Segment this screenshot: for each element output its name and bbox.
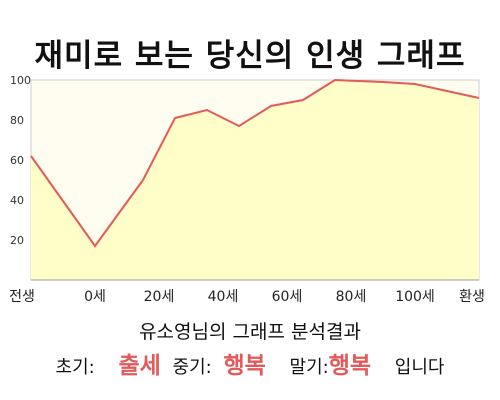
early-label: 초기: <box>55 357 95 378</box>
series-line <box>30 78 480 248</box>
y-tick-label: 20 <box>10 234 24 247</box>
early-value: 출세 <box>118 353 161 379</box>
x-tick-label: 60세 <box>272 289 303 305</box>
page-title: 재미로 보는 당신의 인생 그래프 <box>34 38 466 74</box>
y-tick-label: 80 <box>10 114 24 127</box>
x-tick-label: 100세 <box>395 289 435 305</box>
x-axis-ticks: 전생 0세 20세 40세 60세 80세 100세 환생 <box>9 289 485 305</box>
mid-label: 중기: <box>172 357 212 378</box>
late-value: 행복 <box>328 353 372 379</box>
x-tick-label: 전생 <box>9 289 35 305</box>
analysis-summary: 초기: 출세 중기: 행복 말기:행복 입니다 <box>0 346 500 380</box>
analysis-heading: 유소영님의 그래프 분석결과 <box>139 321 361 343</box>
x-tick-label: 80세 <box>336 289 367 305</box>
x-tick-label: 20세 <box>144 289 175 305</box>
x-tick-label: 환생 <box>459 289 485 305</box>
y-axis-ticks: 20 40 60 80 100 <box>10 74 31 247</box>
area-fill <box>31 80 479 280</box>
y-tick-label: 100 <box>10 74 31 87</box>
x-tick-label: 40세 <box>208 289 239 305</box>
mid-value: 행복 <box>223 353 266 379</box>
y-tick-label: 60 <box>10 154 24 167</box>
y-tick-label: 40 <box>10 194 24 207</box>
x-tick-label: 0세 <box>84 289 106 305</box>
ending-text: 입니다 <box>394 357 445 378</box>
late-label: 말기: <box>289 357 329 378</box>
